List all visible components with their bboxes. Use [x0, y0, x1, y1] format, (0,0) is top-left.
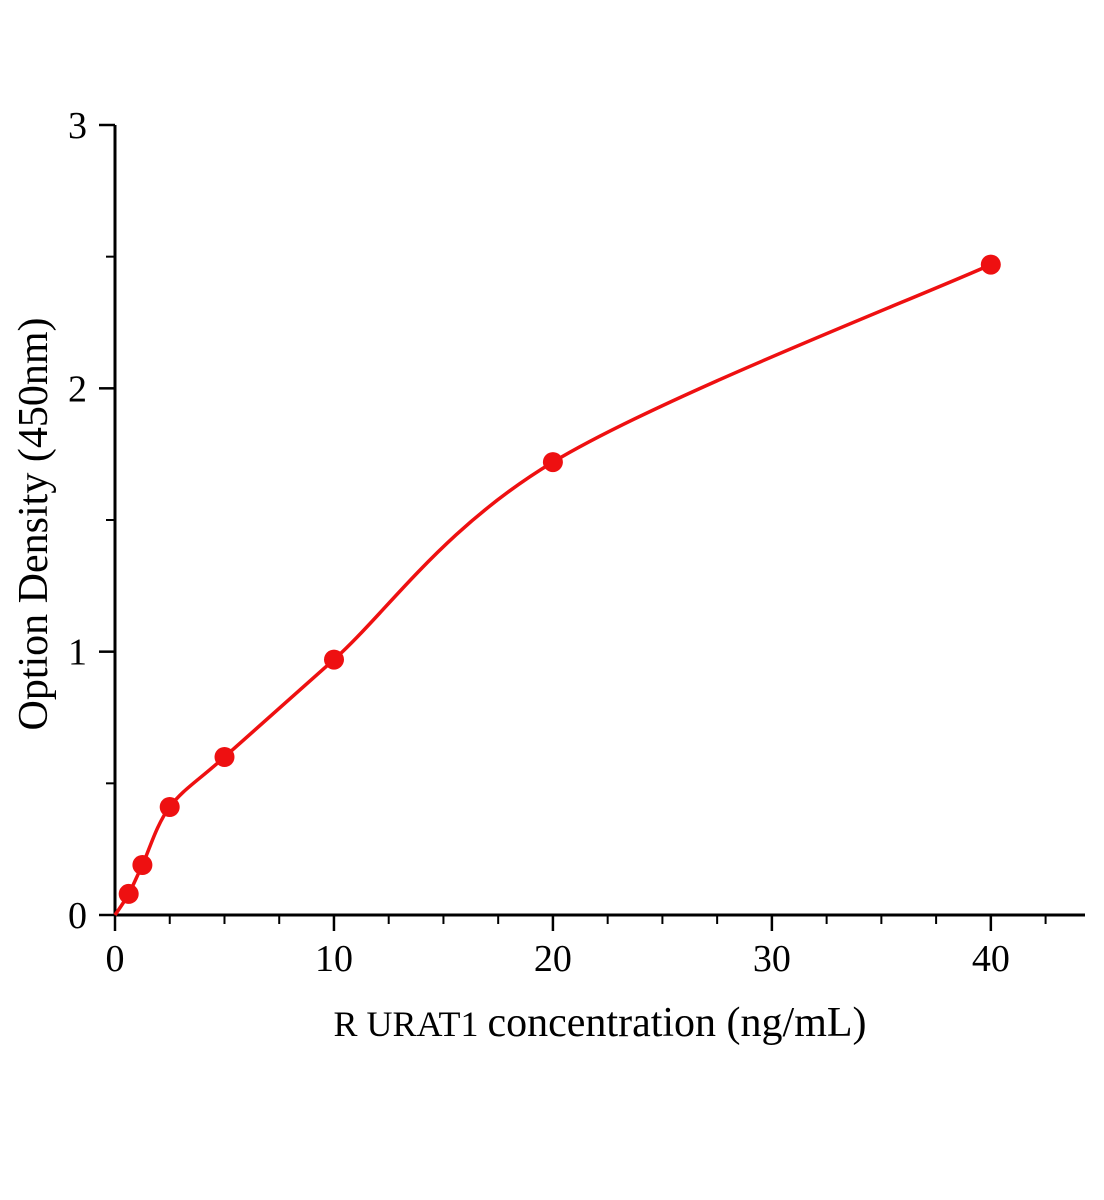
y-tick-label: 2 [68, 368, 87, 410]
x-tick-label: 20 [534, 938, 572, 980]
fit-curve [113, 263, 992, 916]
x-axis-title: R URAT1 concentration (ng/mL) [333, 999, 866, 1047]
x-axis-title-main: concentration (ng/mL) [487, 1000, 867, 1046]
y-axis-title: Option Density (450nm) [11, 317, 57, 731]
data-point [118, 883, 139, 904]
data-point [132, 855, 153, 875]
y-tick-label: 0 [68, 895, 87, 937]
data-point [542, 452, 563, 473]
data-point [214, 747, 235, 767]
x-tick-label: 40 [972, 938, 1010, 980]
data-point [324, 649, 344, 670]
x-tick-label: 30 [753, 938, 791, 980]
x-tick-label: 10 [315, 938, 353, 980]
y-tick-label: 1 [68, 632, 87, 674]
data-point [980, 254, 1001, 275]
y-tick-label: 3 [68, 105, 87, 147]
x-tick-label: 0 [106, 938, 125, 980]
data-point [159, 797, 180, 817]
x-axis-title-prefix: R URAT1 [333, 1004, 488, 1044]
